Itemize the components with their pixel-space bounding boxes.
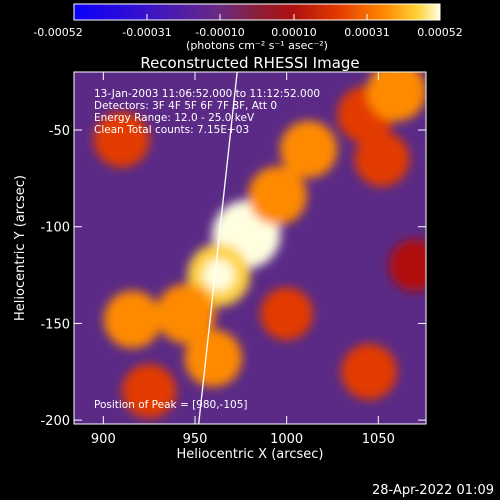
x-axis-ticks: 900 950 1000 1050 — [91, 72, 395, 447]
colorbar-tick-label-3: 0.00010 — [271, 26, 317, 39]
heatmap-source-2 — [156, 283, 216, 344]
chart-title: Reconstructed RHESSI Image — [140, 54, 359, 72]
overlay-peak-position: Position of Peak = [980,-105] — [94, 399, 248, 411]
heatmap-source-core-0 — [229, 217, 264, 252]
heatmap-source-11 — [122, 364, 177, 419]
colorbar-tick-label-5: 0.00052 — [417, 26, 463, 39]
plot-area — [74, 72, 426, 424]
heatmap-source-4 — [248, 166, 307, 226]
colorbar-unit-label: (photons cm⁻² s⁻¹ asec⁻²) — [186, 39, 328, 52]
heatmap-source-8 — [354, 131, 410, 187]
y-axis-label: Heliocentric Y (arcsec) — [13, 175, 28, 321]
heatmap-source-13 — [260, 287, 313, 341]
solar-limb-line — [198, 72, 238, 424]
x-tick-label: 950 — [183, 432, 208, 447]
heatmap-source-core-1 — [203, 259, 235, 291]
colorbar — [73, 3, 441, 21]
heatmap-source-10 — [184, 329, 242, 387]
x-tick-label: 1050 — [362, 432, 395, 447]
heatmap-source-7 — [366, 72, 426, 122]
colorbar-tick-label-4: 0.00031 — [344, 26, 390, 39]
heatmap-source-5 — [280, 120, 338, 178]
overlay-total-counts: Clean Total counts: 7.15E+03 — [94, 124, 249, 136]
y-tick-label: -200 — [40, 414, 70, 429]
colorbar-ticks — [73, 14, 441, 20]
y-tick-label: -150 — [40, 317, 70, 332]
heatmap-source-3 — [103, 290, 162, 349]
y-tick-label: -100 — [40, 221, 70, 236]
y-tick-label: -50 — [49, 124, 70, 139]
heatmap-source-12 — [93, 111, 150, 168]
plot-frame — [73, 71, 427, 425]
x-tick-label: 900 — [91, 432, 116, 447]
overlay-detectors: Detectors: 3F 4F 5F 6F 7F 8F, Att 0 — [94, 100, 277, 112]
colorbar-tick-label-2: -0.00010 — [195, 26, 244, 39]
heatmap-blobs — [93, 72, 426, 419]
x-axis-label: Heliocentric X (arcsec) — [177, 447, 324, 462]
colorbar-tick-label-1: -0.00031 — [122, 26, 171, 39]
plot-timestamp: 28-Apr-2022 01:09 — [372, 483, 494, 498]
heatmap-source-9 — [341, 343, 398, 400]
colorbar-tick-label-0: -0.00052 — [33, 26, 82, 39]
overlay-time-range: 13-Jan-2003 11:06:52.000 to 11:12:52.000 — [94, 88, 320, 100]
overlay-energy-range: Energy Range: 12.0 - 25.0 keV — [94, 112, 255, 124]
heatmap-source-14 — [389, 239, 426, 292]
x-tick-label: 1000 — [270, 432, 303, 447]
y-axis-ticks: -50 -100 -150 -200 — [40, 124, 426, 429]
